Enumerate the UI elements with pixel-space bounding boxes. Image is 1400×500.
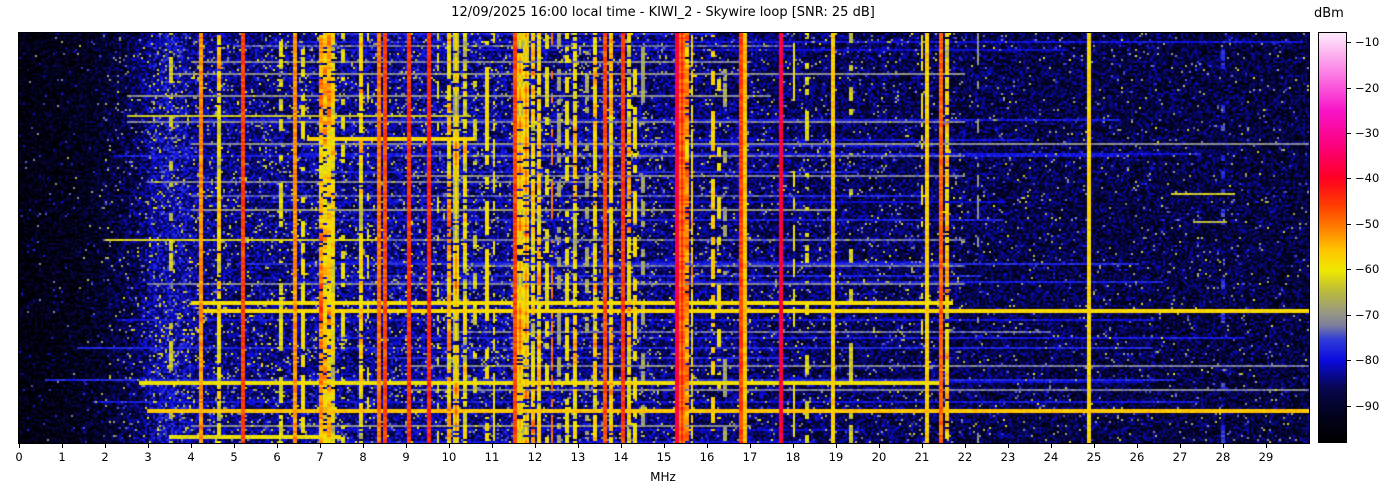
plot-area — [18, 32, 1310, 444]
x-tick-label: 3 — [144, 450, 152, 464]
x-tick-mark — [449, 444, 450, 448]
x-tick-label: 23 — [1000, 450, 1016, 464]
x-tick-mark — [965, 444, 966, 448]
x-tick-mark — [836, 444, 837, 448]
colorbar-tick-label: −20 — [1355, 80, 1380, 95]
x-tick-label: 2 — [101, 450, 109, 464]
x-tick-mark — [234, 444, 235, 448]
x-tick-label: 1 — [58, 450, 66, 464]
x-tick-mark — [62, 444, 63, 448]
x-tick-mark — [492, 444, 493, 448]
x-tick-mark — [191, 444, 192, 448]
colorbar-tick-label: −90 — [1355, 398, 1380, 413]
x-tick-mark — [750, 444, 751, 448]
x-tick-label: 13 — [570, 450, 586, 464]
x-tick-label: 9 — [402, 450, 410, 464]
colorbar-tick-mark — [1347, 178, 1351, 180]
x-tick-label: 15 — [656, 450, 672, 464]
colorbar-tick-label: −60 — [1355, 262, 1380, 277]
x-tick-label: 25 — [1086, 450, 1102, 464]
colorbar-tick-mark — [1347, 87, 1351, 89]
x-tick-label: 10 — [441, 450, 457, 464]
x-tick-mark — [1180, 444, 1181, 448]
x-tick-mark — [879, 444, 880, 448]
x-tick-mark — [1266, 444, 1267, 448]
x-tick-label: 6 — [273, 450, 281, 464]
x-tick-label: 27 — [1172, 450, 1188, 464]
x-tick-mark — [1008, 444, 1009, 448]
x-tick-mark — [19, 444, 20, 448]
x-tick-label: 14 — [613, 450, 629, 464]
colorbar-tick-mark — [1347, 314, 1351, 316]
colorbar-tick-label: −40 — [1355, 171, 1380, 186]
colorbar-tick-mark — [1347, 269, 1351, 271]
x-tick-label: 18 — [785, 450, 801, 464]
x-tick-mark — [1223, 444, 1224, 448]
x-tick-mark — [707, 444, 708, 448]
x-tick-label: 8 — [359, 450, 367, 464]
colorbar-tick-mark — [1347, 132, 1351, 134]
colorbar-tick-mark — [1347, 42, 1351, 44]
x-tick-mark — [406, 444, 407, 448]
x-tick-mark — [793, 444, 794, 448]
x-tick-label: 26 — [1129, 450, 1145, 464]
x-tick-label: 24 — [1043, 450, 1059, 464]
x-tick-label: 0 — [15, 450, 23, 464]
x-tick-label: 4 — [187, 450, 195, 464]
x-tick-mark — [1137, 444, 1138, 448]
x-tick-mark — [1094, 444, 1095, 448]
x-tick-mark — [664, 444, 665, 448]
x-tick-mark — [363, 444, 364, 448]
waterfall-canvas — [19, 33, 1309, 443]
chart-title: 12/09/2025 16:00 local time - KIWI_2 - S… — [451, 5, 875, 20]
colorbar-tick-label: −50 — [1355, 216, 1380, 231]
x-tick-label: 19 — [828, 450, 844, 464]
colorbar-unit-label: dBm — [1314, 6, 1344, 21]
x-tick-mark — [320, 444, 321, 448]
x-tick-mark — [105, 444, 106, 448]
x-tick-label: 5 — [230, 450, 238, 464]
colorbar-tick-mark — [1347, 223, 1351, 225]
x-tick-label: 17 — [742, 450, 758, 464]
x-tick-label: 29 — [1258, 450, 1274, 464]
x-tick-mark — [148, 444, 149, 448]
x-tick-label: 22 — [957, 450, 973, 464]
colorbar — [1318, 32, 1347, 443]
x-tick-mark — [922, 444, 923, 448]
x-tick-label: 7 — [316, 450, 324, 464]
x-tick-label: 12 — [527, 450, 543, 464]
x-tick-mark — [1051, 444, 1052, 448]
x-tick-label: 20 — [871, 450, 887, 464]
colorbar-tick-mark — [1347, 405, 1351, 407]
x-tick-mark — [621, 444, 622, 448]
x-axis-label: MHz — [650, 470, 676, 484]
colorbar-tick-label: −10 — [1355, 35, 1380, 50]
x-tick-mark — [535, 444, 536, 448]
x-tick-mark — [578, 444, 579, 448]
x-tick-label: 11 — [484, 450, 500, 464]
x-tick-label: 21 — [914, 450, 930, 464]
colorbar-tick-mark — [1347, 360, 1351, 362]
x-tick-label: 28 — [1215, 450, 1231, 464]
colorbar-tick-label: −70 — [1355, 307, 1380, 322]
colorbar-tick-label: −30 — [1355, 125, 1380, 140]
colorbar-tick-label: −80 — [1355, 353, 1380, 368]
x-tick-mark — [277, 444, 278, 448]
x-tick-label: 16 — [699, 450, 715, 464]
colorbar-gradient — [1319, 33, 1346, 442]
